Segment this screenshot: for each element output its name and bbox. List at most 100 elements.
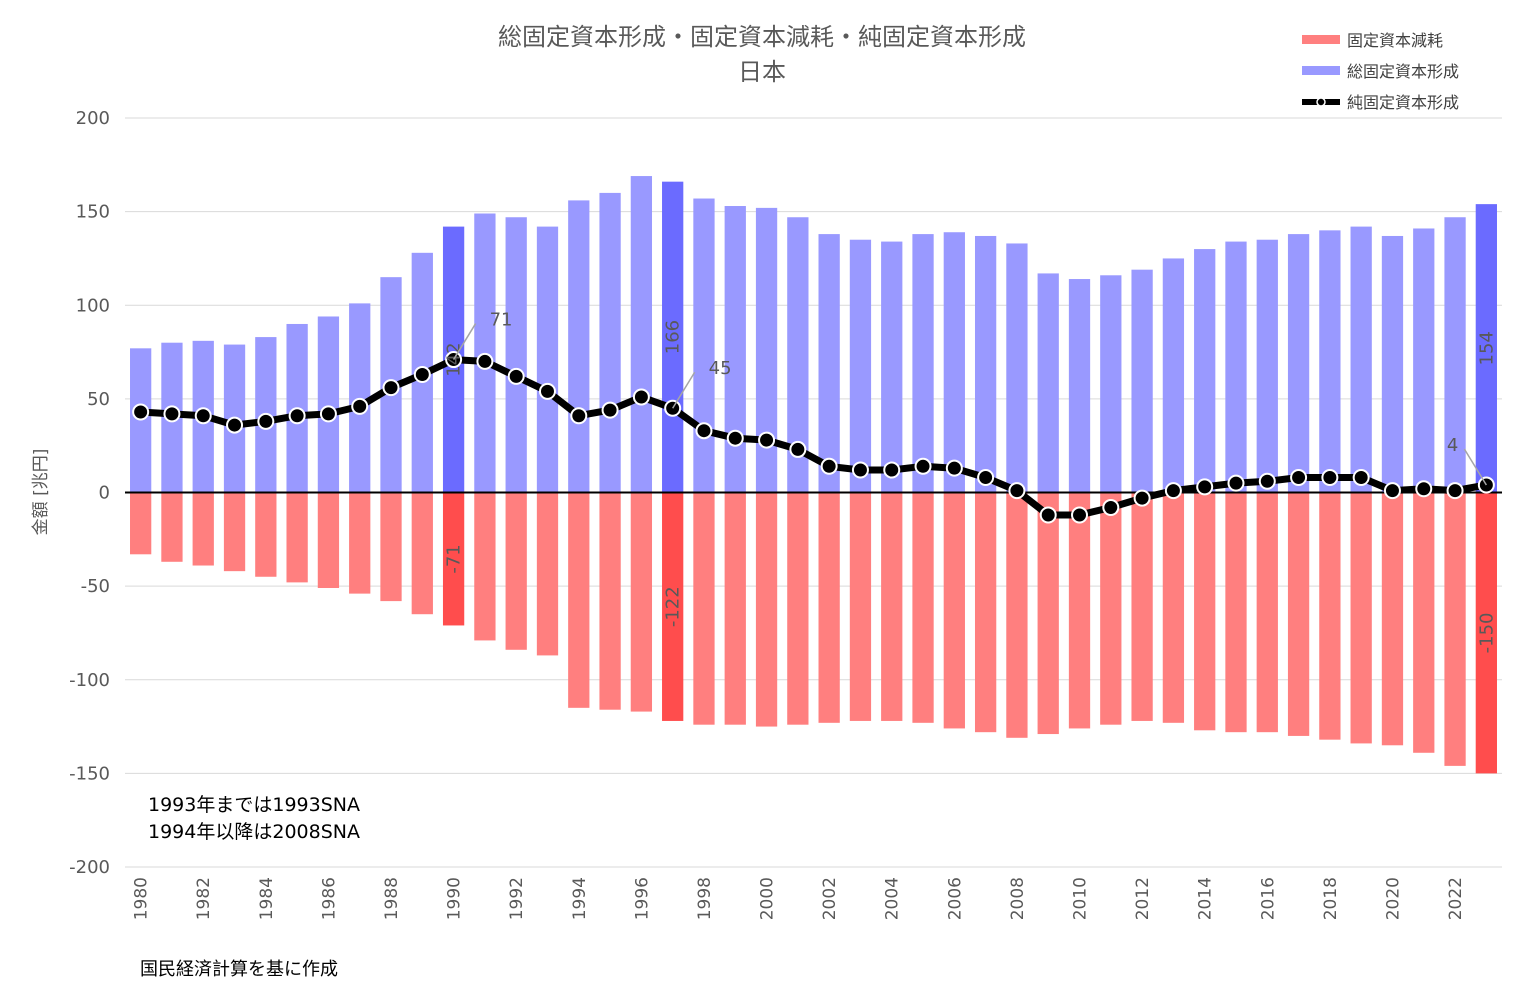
net-formation-point-2005 xyxy=(914,457,932,475)
depreciation-bar-1997 xyxy=(662,492,684,721)
x-tick-label: 1990 xyxy=(445,877,465,920)
depreciation-bar-2002 xyxy=(818,492,840,723)
gross-formation-bar-2016 xyxy=(1256,239,1278,493)
net-formation-point-1999 xyxy=(726,429,744,447)
x-tick-label: 1986 xyxy=(319,877,339,920)
net-formation-point-1996 xyxy=(632,388,650,406)
legend-swatch-net-marker xyxy=(1316,97,1326,107)
net-formation-point-1998 xyxy=(695,422,713,440)
bar-data-label: 166 xyxy=(663,320,684,354)
y-axis-label: 金額 [兆円] xyxy=(31,449,51,536)
gross-formation-bar-2023 xyxy=(1475,204,1497,493)
depreciation-bar-2006 xyxy=(943,492,965,729)
net-formation-point-2011 xyxy=(1102,498,1120,516)
bars xyxy=(130,176,1497,774)
depreciation-bar-1980 xyxy=(130,492,152,555)
gross-formation-bar-2022 xyxy=(1444,217,1466,493)
depreciation-bar-2003 xyxy=(849,492,872,721)
net-formation-point-1994 xyxy=(570,407,588,425)
gross-formation-bar-2017 xyxy=(1287,234,1310,493)
depreciation-bar-1990 xyxy=(442,492,465,626)
gross-formation-bar-2000 xyxy=(755,207,778,493)
gross-formation-bar-1999 xyxy=(724,206,746,493)
legend-swatch-gross xyxy=(1302,66,1340,75)
depreciation-bar-1984 xyxy=(255,492,277,577)
net-formation-point-2016 xyxy=(1258,472,1276,490)
net-formation-line xyxy=(132,351,1495,524)
gross-formation-bar-2011 xyxy=(1100,275,1122,493)
depreciation-bar-2004 xyxy=(881,492,903,721)
net-formation-point-2017 xyxy=(1290,469,1308,487)
depreciation-bar-1989 xyxy=(411,492,433,615)
net-formation-point-1993 xyxy=(538,382,556,400)
net-formation-point-2000 xyxy=(758,431,776,449)
x-axis-ticks: 1980 1982 1984 1986 1988 1990 1992 1994 1996 1998… xyxy=(132,877,1466,920)
gross-formation-bar-1986 xyxy=(317,316,340,493)
depreciation-bar-1992 xyxy=(505,492,527,650)
y-tick-label: 50 xyxy=(87,389,110,410)
net-formation-point-1995 xyxy=(601,401,619,419)
gross-formation-bar-2001 xyxy=(787,217,809,493)
net-formation-point-2021 xyxy=(1415,480,1433,498)
depreciation-bar-2020 xyxy=(1381,492,1404,746)
data-label-leader xyxy=(1463,448,1487,486)
x-tick-label: 1996 xyxy=(632,877,652,920)
net-formation-point-2012 xyxy=(1133,489,1151,507)
bar-data-label: -71 xyxy=(444,544,465,573)
gross-formation-bar-2009 xyxy=(1037,273,1059,493)
depreciation-bar-2011 xyxy=(1100,492,1122,725)
depreciation-bar-1996 xyxy=(630,492,653,712)
x-tick-label: 2018 xyxy=(1321,877,1341,920)
net-formation-point-2010 xyxy=(1071,506,1089,524)
depreciation-bar-2007 xyxy=(974,492,997,733)
x-tick-label: 1982 xyxy=(194,877,214,920)
x-tick-label: 2004 xyxy=(883,877,903,920)
depreciation-bar-1998 xyxy=(693,492,715,725)
line-data-label: 4 xyxy=(1447,435,1458,456)
x-tick-label: 2006 xyxy=(945,877,965,920)
gross-formation-bar-1995 xyxy=(599,192,621,493)
x-tick-label: 2014 xyxy=(1196,877,1216,920)
net-formation-point-1992 xyxy=(507,367,525,385)
net-formation-point-2019 xyxy=(1352,469,1370,487)
gross-formation-bar-2004 xyxy=(881,241,903,493)
y-axis-ticks: 200 150 100 50 0 -50 -100 -150 -200 xyxy=(69,108,110,878)
note-line-1: 1993年までは1993SNA xyxy=(148,794,360,816)
x-tick-label: 2002 xyxy=(820,877,840,920)
gross-formation-bar-1996 xyxy=(630,176,653,493)
x-tick-label: 2008 xyxy=(1008,877,1028,920)
depreciation-bar-2019 xyxy=(1350,492,1372,744)
y-tick-label: -100 xyxy=(69,670,110,691)
net-formation-point-1980 xyxy=(132,403,150,421)
net-formation-point-1988 xyxy=(382,379,400,397)
x-tick-label: 1980 xyxy=(132,877,152,920)
depreciation-bar-1993 xyxy=(536,492,559,656)
x-tick-label: 1992 xyxy=(507,877,527,920)
net-formation-point-2007 xyxy=(977,469,995,487)
net-formation-point-1983 xyxy=(226,416,244,434)
depreciation-bar-1982 xyxy=(192,492,214,566)
gross-formation-bar-1998 xyxy=(693,198,715,493)
net-formation-point-1991 xyxy=(476,352,494,370)
gross-formation-bar-2010 xyxy=(1068,279,1091,493)
depreciation-bar-1991 xyxy=(474,492,496,641)
x-tick-label: 2020 xyxy=(1383,877,1403,920)
net-formation-point-2004 xyxy=(883,461,901,479)
depreciation-bar-1981 xyxy=(161,492,183,562)
net-formation-point-1984 xyxy=(257,412,275,430)
legend-swatch-depreciation xyxy=(1302,35,1340,44)
net-formation-point-2002 xyxy=(820,457,838,475)
x-tick-label: 2000 xyxy=(758,877,778,920)
net-formation-point-1989 xyxy=(413,366,431,384)
depreciation-bar-2010 xyxy=(1068,492,1091,729)
gross-formation-bar-2019 xyxy=(1350,226,1372,493)
net-formation-point-2022 xyxy=(1446,482,1464,500)
depreciation-bar-2005 xyxy=(912,492,934,723)
depreciation-bar-2023 xyxy=(1475,492,1497,774)
net-formation-point-1987 xyxy=(351,397,369,415)
depreciation-bar-1983 xyxy=(223,492,246,572)
x-tick-label: 1998 xyxy=(695,877,715,920)
legend-label-depreciation: 固定資本減耗 xyxy=(1347,31,1443,50)
data-label-leader xyxy=(672,371,696,409)
bar-data-label: -150 xyxy=(1476,613,1497,654)
